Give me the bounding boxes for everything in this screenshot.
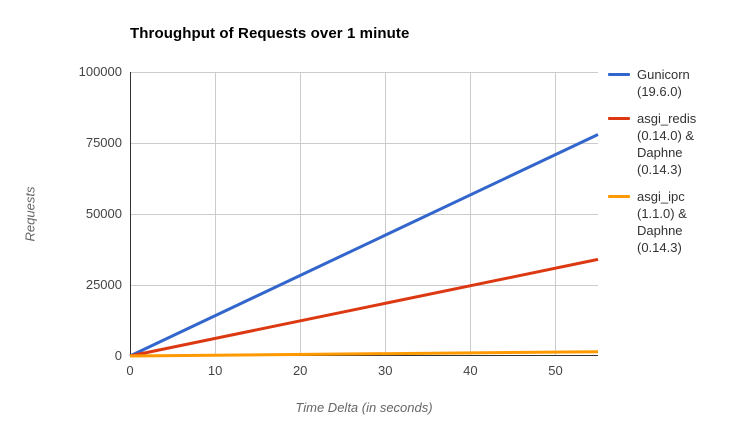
legend: Gunicorn (19.6.0) asgi_redis (0.14.0) & D… — [608, 66, 726, 266]
legend-item-0: Gunicorn (19.6.0) — [608, 66, 726, 100]
legend-label: asgi_ipc (1.1.0) & Daphne (0.14.3) — [637, 189, 687, 255]
plot-area — [129, 72, 599, 358]
x-axis-title: Time Delta (in seconds) — [295, 400, 433, 415]
y-tick-label: 25000 — [85, 277, 122, 292]
legend-label: Gunicorn (19.6.0) — [637, 67, 690, 99]
legend-item-1: asgi_redis (0.14.0) & Daphne (0.14.3) — [608, 110, 726, 178]
x-tick-label: 30 — [378, 363, 393, 378]
legend-label: asgi_redis (0.14.0) & Daphne (0.14.3) — [637, 111, 697, 177]
plot-svg — [129, 72, 599, 358]
legend-item-2: asgi_ipc (1.1.0) & Daphne (0.14.3) — [608, 188, 726, 256]
x-tick-label: 20 — [292, 363, 308, 378]
x-tick-label: 0 — [126, 363, 134, 378]
x-tick-label: 10 — [207, 363, 223, 378]
x-tick-label: 40 — [463, 363, 478, 378]
series-line-1 — [129, 257, 599, 358]
x-tick-label: 50 — [548, 363, 563, 378]
chart-title: Throughput of Requests over 1 minute — [130, 25, 410, 42]
series-line-0 — [129, 133, 599, 358]
y-tick-label: 100000 — [78, 64, 122, 79]
legend-swatch-icon — [608, 117, 630, 120]
series-line-2 — [129, 350, 599, 358]
y-tick-label: 75000 — [85, 135, 122, 150]
legend-swatch-icon — [608, 195, 630, 198]
y-tick-label: 0 — [114, 348, 122, 363]
legend-swatch-icon — [608, 73, 630, 76]
y-tick-label: 50000 — [85, 206, 122, 221]
